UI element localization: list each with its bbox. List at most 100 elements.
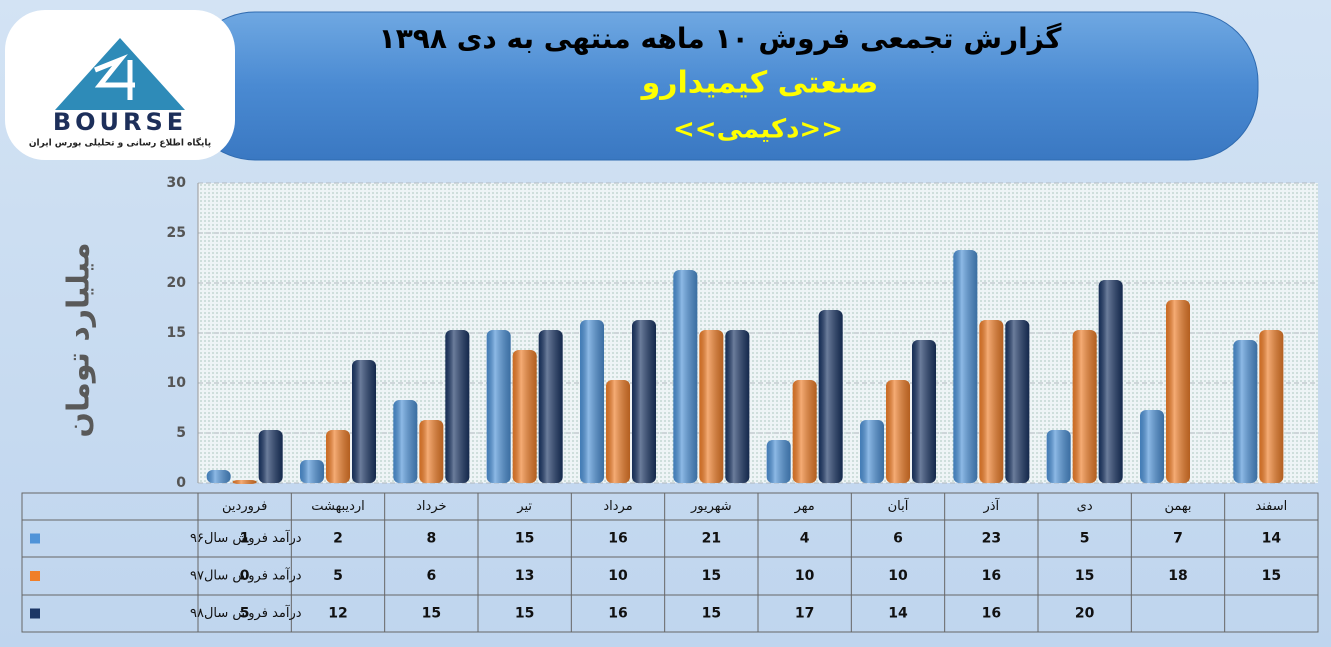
legend-swatch [30,533,40,544]
bar-shade [1046,430,1071,483]
table-value: 10 [888,568,908,584]
y-axis-label: میلیارد تومان [62,242,97,437]
table-value: 15 [1075,568,1094,584]
table-value: 0 [240,568,250,584]
table-value: 15 [422,606,441,622]
legend-label: درآمد فروش سال۹۶ [190,529,302,546]
bar-shade [352,360,376,483]
logo-shape [94,54,135,100]
x-tick-label: اردیبهشت [311,499,365,514]
table-value: 5 [333,568,343,584]
y-tick-label: 5 [176,425,186,441]
bar-shade [1233,340,1258,483]
x-tick-label: شهریور [690,499,732,514]
table-value: 8 [426,531,436,547]
bar-shade [1140,410,1164,483]
table-value: 15 [515,531,534,547]
logo: BOURSE پایگاه اطلاع رسانی و تحلیلی بورس … [5,10,235,160]
bar-shade [979,320,1004,483]
table-value: 6 [893,531,903,547]
logo-name: BOURSE [53,108,187,136]
table-value: 15 [702,568,721,584]
table-value: 23 [982,531,1001,547]
table-value: 16 [982,568,1001,584]
table-value: 4 [800,531,810,547]
table-value: 15 [702,606,721,622]
bar-shade [419,420,444,483]
bar-shade [912,340,936,483]
bar-shade [792,380,817,483]
bar-shade [512,350,537,483]
x-tick-label: دی [1077,499,1093,514]
logo-shape [55,38,185,110]
y-tick-label: 0 [176,475,186,491]
x-tick-label: مهر [794,499,815,514]
x-tick-label: اسفند [1255,499,1287,514]
y-tick-label: 15 [167,325,186,341]
bar-shade [673,270,698,483]
table-value: 12 [328,606,347,622]
table-value: 14 [888,606,908,622]
table-value: 16 [608,606,627,622]
bar-shade [953,250,978,483]
table-value: 16 [608,531,627,547]
bar-shade [580,320,604,483]
table-value: 20 [1075,606,1095,622]
chart-title: گزارش تجمعی فروش ۱۰ ماهه منتهی به دی ۱۳۹… [379,22,1062,55]
bar-shade [300,460,324,483]
bar-shade [232,480,257,484]
table-value: 7 [1173,531,1183,547]
x-tick-label: تیر [516,499,532,514]
y-tick-label: 10 [167,375,187,391]
table-value: 10 [608,568,628,584]
bar-shade [326,430,350,483]
x-tick-label: آذر [982,497,1000,514]
table-value: 21 [702,531,721,547]
table-value: 5 [240,606,250,622]
x-tick-label: خرداد [416,499,446,514]
table-value: 2 [333,531,343,547]
y-tick-label: 25 [167,225,186,241]
legend-swatch [30,571,40,581]
bar-shade [486,330,511,483]
x-tick-label: مرداد [603,499,632,514]
bar-shade [1072,330,1097,483]
chart-subtitle: صنعتی کیمیدارو [640,66,879,101]
symbol: <<دکیمی>> [673,115,843,145]
table-value: 14 [1262,531,1282,547]
x-tick-label: فروردین [222,499,267,514]
table-value: 16 [982,606,1001,622]
bar-shade [632,320,656,483]
bar-shade [538,330,563,483]
table-value: 15 [515,606,534,622]
table-value: 5 [1080,531,1090,547]
legend-label: درآمد فروش سال۹۷ [190,567,302,584]
bar-shade [766,440,791,483]
table-value: 10 [795,568,815,584]
bar-shade [393,400,418,483]
bar-shade [1005,320,1030,483]
table-value: 13 [515,568,534,584]
bar-shade [1259,330,1284,483]
y-tick-label: 30 [167,175,187,191]
bar-shade [1166,300,1190,483]
x-tick-label: بهمن [1164,499,1191,514]
logo-tagline: پایگاه اطلاع رسانی و تحلیلی بورس ایران [29,137,211,149]
bar-shade [725,330,750,483]
legend-label: درآمد فروش سال۹۸ [190,604,302,621]
table-value: 1 [240,531,250,547]
table-value: 6 [426,568,436,584]
bar-shade [206,470,231,483]
bar-shade [258,430,283,483]
bar-shade [699,330,724,483]
bar-shade [606,380,630,483]
table-value: 15 [1262,568,1281,584]
x-tick-label: آبان [888,497,910,514]
table-value: 17 [795,606,814,622]
bar-shade [445,330,470,483]
bar-shade [818,310,843,483]
bar-shade [886,380,910,483]
bar-shade [1098,280,1123,483]
table-value: 18 [1168,568,1187,584]
